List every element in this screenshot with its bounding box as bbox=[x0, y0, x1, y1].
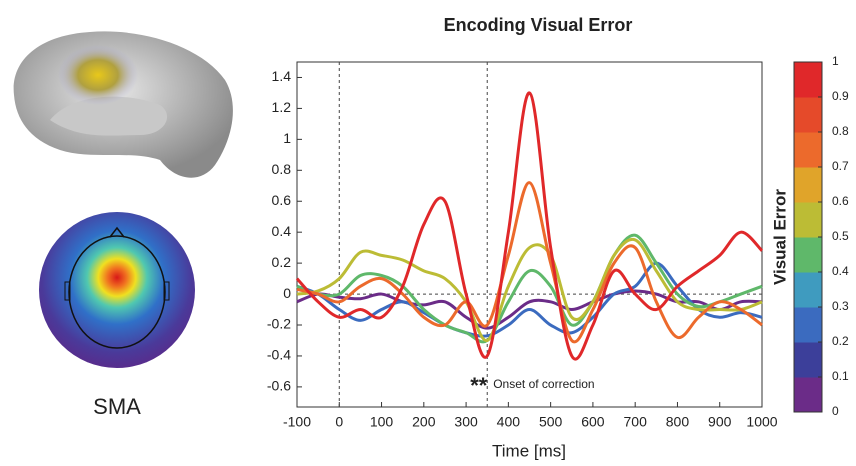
annotation: Onset of correction bbox=[493, 377, 594, 391]
colorbar-tick-label: 0.7 bbox=[832, 159, 849, 173]
x-tick-label: 100 bbox=[370, 414, 394, 430]
colorbar-label: Visual Error bbox=[770, 189, 789, 285]
colorbar-segment bbox=[794, 167, 822, 203]
series-line bbox=[296, 181, 763, 344]
chart-title: Encoding Visual Error bbox=[444, 15, 633, 35]
colorbar-tick-label: 0.9 bbox=[832, 89, 849, 103]
x-tick-label: -100 bbox=[283, 414, 311, 430]
colorbar-tick-label: 0 bbox=[832, 404, 839, 418]
y-tick-label: 0.6 bbox=[272, 192, 292, 208]
x-tick-label: 900 bbox=[708, 414, 732, 430]
series-line bbox=[296, 237, 763, 342]
x-tick-label: 600 bbox=[581, 414, 605, 430]
y-tick-label: -0.2 bbox=[267, 316, 291, 332]
colorbar-segment bbox=[794, 132, 822, 168]
y-tick-label: 1 bbox=[283, 130, 291, 146]
colorbar-tick-label: 0.3 bbox=[832, 299, 849, 313]
x-axis-label: Time [ms] bbox=[492, 441, 566, 460]
y-tick-label: 1.4 bbox=[272, 68, 292, 84]
plot-frame bbox=[296, 61, 763, 408]
series-line bbox=[296, 261, 763, 338]
colorbar-segment bbox=[794, 342, 822, 378]
x-tick-label: 700 bbox=[624, 414, 648, 430]
x-tick-label: 500 bbox=[539, 414, 563, 430]
x-tick-label: 300 bbox=[454, 414, 478, 430]
colorbar-segment bbox=[794, 62, 822, 98]
x-tick-label: 800 bbox=[666, 414, 690, 430]
y-tick-label: 0.4 bbox=[272, 223, 292, 239]
x-tick-label: 400 bbox=[497, 414, 521, 430]
y-tick-label: -0.6 bbox=[267, 378, 291, 394]
colorbar-segment bbox=[794, 272, 822, 308]
annotation: ** bbox=[470, 373, 488, 398]
x-tick-label: 0 bbox=[335, 414, 343, 430]
colorbar-tick-label: 0.6 bbox=[832, 194, 849, 208]
brain-image bbox=[13, 31, 233, 178]
colorbar-segment bbox=[794, 237, 822, 273]
figure-label: SMA bbox=[93, 394, 141, 419]
colorbar-segment bbox=[794, 307, 822, 343]
series-line bbox=[296, 289, 763, 330]
x-tick-label: 200 bbox=[412, 414, 436, 430]
colorbar-tick-label: 1 bbox=[832, 54, 839, 68]
colorbar-segment bbox=[794, 377, 822, 413]
series-line bbox=[295, 91, 764, 361]
colorbar-tick-label: 0.2 bbox=[832, 334, 849, 348]
colorbar-tick-label: 0.4 bbox=[832, 264, 849, 278]
colorbar-segment bbox=[794, 97, 822, 133]
colorbar-segment bbox=[794, 202, 822, 238]
colorbar-tick-label: 0.1 bbox=[832, 369, 849, 383]
y-tick-label: 1.2 bbox=[272, 99, 292, 115]
y-tick-label: 0 bbox=[283, 285, 291, 301]
y-tick-label: 0.2 bbox=[272, 254, 292, 270]
topomap bbox=[39, 212, 195, 368]
y-tick-label: 0.8 bbox=[272, 161, 292, 177]
x-tick-label: 1000 bbox=[746, 414, 777, 430]
y-tick-label: -0.4 bbox=[267, 347, 291, 363]
colorbar-tick-label: 0.8 bbox=[832, 124, 849, 138]
colorbar-tick-label: 0.5 bbox=[832, 229, 849, 243]
series-line bbox=[296, 233, 763, 344]
